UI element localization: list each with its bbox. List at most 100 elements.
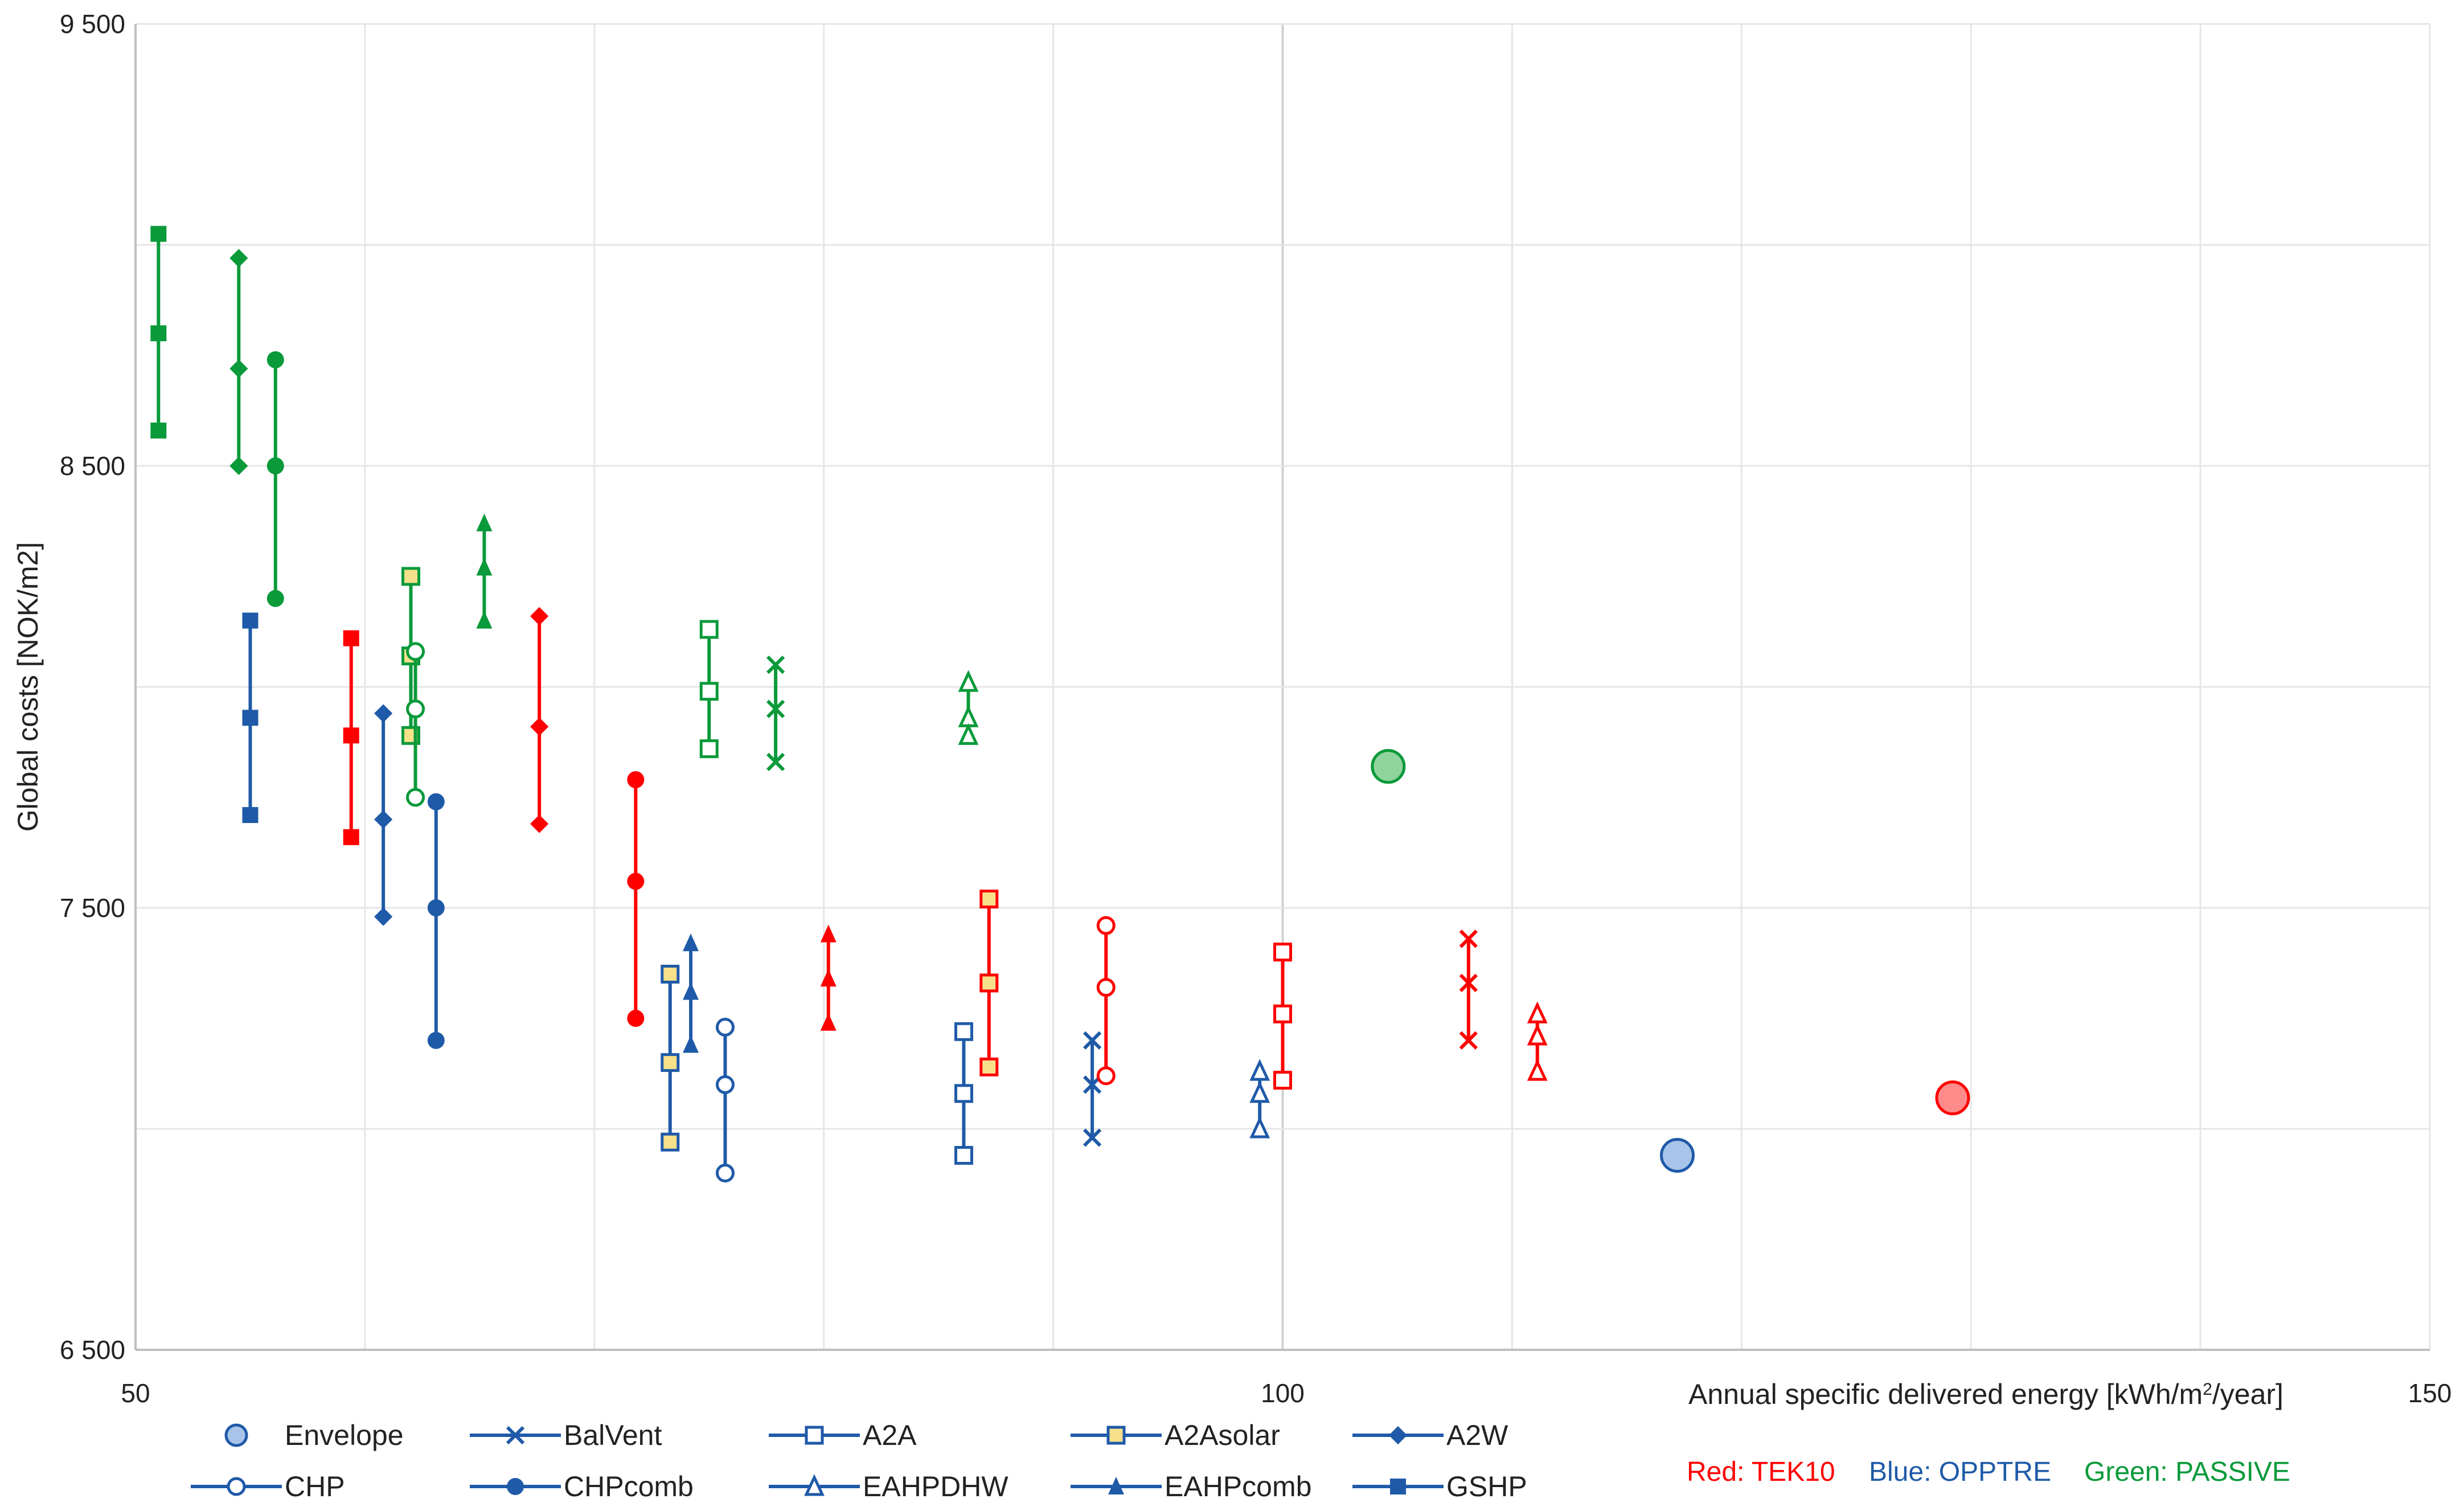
- data-point: [343, 727, 359, 744]
- series-a2asolar-opptre: [661, 964, 680, 1152]
- data-point: [1935, 1080, 1970, 1116]
- data-point: [242, 807, 259, 824]
- legend-label: A2W: [1446, 1419, 1508, 1451]
- legend-marker: [805, 1426, 824, 1445]
- legend-item-eahpcomb: EAHPcomb: [1071, 1471, 1311, 1502]
- data-point: [954, 1084, 973, 1103]
- data-point: [979, 973, 999, 993]
- legend-item-balvent: BalVent: [470, 1419, 662, 1451]
- series-gshp-tek10: [343, 630, 359, 845]
- legend-label: A2Asolar: [1165, 1419, 1280, 1451]
- data-point: [1083, 1031, 1102, 1050]
- series-a2a-tek10: [1273, 943, 1292, 1090]
- data-point: [476, 558, 493, 576]
- level-note-opptre: Blue: OPPTRE: [1869, 1457, 2051, 1487]
- series-a2w-opptre: [374, 704, 393, 926]
- data-point: [401, 567, 420, 586]
- series-a2a-passive: [699, 620, 719, 759]
- data-point: [766, 699, 785, 718]
- data-point: [954, 1022, 973, 1041]
- x-tick-label: 100: [1261, 1378, 1305, 1408]
- series-envelope-opptre: [1659, 1138, 1695, 1173]
- data-point: [476, 611, 493, 629]
- legend-marker: [506, 1426, 525, 1445]
- data-point: [374, 810, 393, 829]
- data-point: [1527, 1059, 1548, 1081]
- series-gshp-opptre: [242, 612, 259, 824]
- x-axis-title: Annual specific delivered energy [kWh/m2…: [1688, 1378, 2283, 1410]
- data-point: [406, 788, 425, 807]
- data-point: [979, 1057, 999, 1076]
- series-a2w-tek10: [530, 607, 549, 833]
- data-point: [267, 457, 284, 474]
- gridlines: [136, 23, 2431, 1350]
- y-tick-label: 8 500: [60, 451, 125, 481]
- data-point: [1273, 943, 1292, 962]
- data-point: [699, 682, 719, 701]
- data-point: [1249, 1059, 1270, 1081]
- data-point: [1273, 1071, 1292, 1090]
- data-point: [683, 982, 699, 1000]
- data-point: [979, 889, 999, 908]
- data-point: [374, 907, 393, 926]
- data-point: [1459, 973, 1478, 993]
- series-balvent-tek10: [1459, 929, 1478, 1050]
- data-point: [954, 1146, 973, 1165]
- data-point: [627, 1010, 645, 1027]
- data-point: [683, 933, 699, 952]
- data-point: [427, 1031, 445, 1049]
- data-point: [1459, 929, 1478, 948]
- data-point: [1527, 1001, 1548, 1023]
- data-point: [267, 351, 284, 368]
- data-point: [343, 630, 359, 646]
- data-point: [958, 723, 979, 745]
- data-point: [699, 739, 719, 759]
- data-point: [661, 964, 680, 984]
- legend-marker: [227, 1477, 246, 1496]
- data-point: [1096, 1066, 1116, 1086]
- data-point: [229, 456, 248, 476]
- legend-item-chp: CHP: [191, 1471, 345, 1502]
- legend-marker: [1390, 1479, 1406, 1494]
- data-point: [766, 752, 785, 772]
- legend-label: CHPcomb: [564, 1471, 694, 1502]
- y-tick-label: 9 500: [60, 9, 125, 39]
- legend-label: BalVent: [564, 1419, 662, 1451]
- data-point: [627, 873, 645, 890]
- data-point: [530, 814, 549, 833]
- legend-item-gshp: GSHP: [1352, 1471, 1527, 1502]
- series-chpcomb-tek10: [627, 771, 645, 1027]
- legend-item-envelope: Envelope: [224, 1419, 404, 1451]
- series-envelope-passive: [1371, 749, 1406, 784]
- series-a2a-opptre: [954, 1022, 973, 1165]
- legend-marker: [1388, 1426, 1408, 1445]
- data-point: [699, 620, 719, 639]
- data-point: [1083, 1128, 1102, 1147]
- data-point: [1273, 1004, 1292, 1023]
- data-point: [661, 1132, 680, 1152]
- data-point: [715, 1164, 735, 1183]
- data-point: [150, 422, 167, 439]
- data-point: [150, 325, 167, 342]
- data-point: [1249, 1081, 1270, 1103]
- legend-label: A2A: [863, 1419, 917, 1451]
- legend-marker: [1106, 1426, 1126, 1445]
- y-axis-title: Global costs [NOK/m2]: [12, 542, 44, 832]
- data-point: [661, 1053, 680, 1072]
- level-note-tek10: Red: TEK10: [1687, 1457, 1835, 1487]
- data-point: [1527, 1023, 1548, 1046]
- legend-marker: [804, 1474, 825, 1496]
- axes: [134, 24, 2430, 1351]
- series-chp-tek10: [1096, 916, 1116, 1086]
- data-point: [958, 670, 979, 692]
- data-point: [820, 924, 837, 943]
- legend-label: EAHPcomb: [1165, 1471, 1311, 1502]
- legend-item-a2a: A2A: [769, 1419, 917, 1451]
- data-point: [1659, 1138, 1695, 1173]
- data-point: [1096, 916, 1116, 935]
- x-tick-label: 50: [121, 1378, 150, 1408]
- series-a2asolar-tek10: [979, 889, 999, 1076]
- tick-labels: 6 500 7 500 8 500 9 500 50 100 150: [60, 9, 2452, 1408]
- legend-label: Envelope: [285, 1419, 404, 1451]
